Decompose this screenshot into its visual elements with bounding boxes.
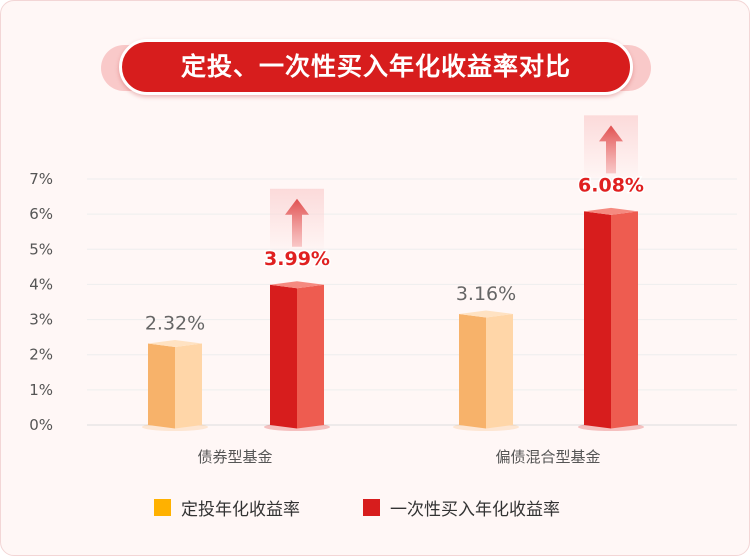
growth-arrow xyxy=(599,125,623,174)
y-tick-label: 6% xyxy=(29,205,53,223)
bar-lumpsum-front xyxy=(584,211,611,429)
y-tick-label: 2% xyxy=(29,346,53,364)
bar-lumpsum-top xyxy=(270,281,324,289)
legend-label-dingtou: 定投年化收益率 xyxy=(181,499,300,520)
y-tick-label: 7% xyxy=(29,170,53,188)
y-tick-label: 3% xyxy=(29,311,53,329)
bar-lumpsum-side xyxy=(611,211,638,429)
bar-lumpsum-front xyxy=(270,284,297,429)
title-banner-pill xyxy=(119,39,633,95)
bar-dingtou-top xyxy=(148,339,202,347)
legend-swatch-lumpsum xyxy=(363,498,380,516)
chart-title: 定投、一次性买入年化收益率对比 xyxy=(180,52,571,81)
bar-chart-plot: 0% 1% 2% 3% 4% 5% 6% 7% 债券型基金 偏债混合型基金 2.32% 3.99% 3.… xyxy=(29,115,737,466)
bar-dingtou-top xyxy=(459,310,513,318)
growth-arrow xyxy=(285,198,309,247)
y-tick-label: 0% xyxy=(29,416,53,434)
data-label-lumpsum: 6.08% xyxy=(578,174,644,196)
chart-title-banner: 定投、一次性买入年化收益率对比 xyxy=(101,39,651,97)
bar-lumpsum-top xyxy=(584,207,638,215)
data-label-dingtou: 3.16% xyxy=(456,283,516,305)
legend-item-dingtou: 定投年化收益率 xyxy=(154,494,300,520)
bar-dingtou-side xyxy=(486,313,513,429)
legend-swatch-dingtou xyxy=(154,498,171,516)
legend-label-lumpsum: 一次性买入年化收益率 xyxy=(390,499,560,520)
data-label-dingtou: 2.32% xyxy=(145,312,205,334)
y-tick-label: 4% xyxy=(29,275,53,293)
data-label-lumpsum: 3.99% xyxy=(264,248,330,270)
x-category-label: 偏债混合型基金 xyxy=(495,448,600,466)
x-category-label: 债券型基金 xyxy=(197,448,272,466)
y-tick-label: 5% xyxy=(29,240,53,258)
chart-legend: 定投年化收益率 一次性买入年化收益率 xyxy=(1,494,749,520)
y-tick-label: 1% xyxy=(29,381,53,399)
bar-dingtou-front xyxy=(459,313,486,429)
bar-dingtou-front xyxy=(148,343,175,429)
legend-item-lumpsum: 一次性买入年化收益率 xyxy=(363,494,560,520)
bar-lumpsum-side xyxy=(297,284,324,429)
bar-dingtou-side xyxy=(175,343,202,429)
